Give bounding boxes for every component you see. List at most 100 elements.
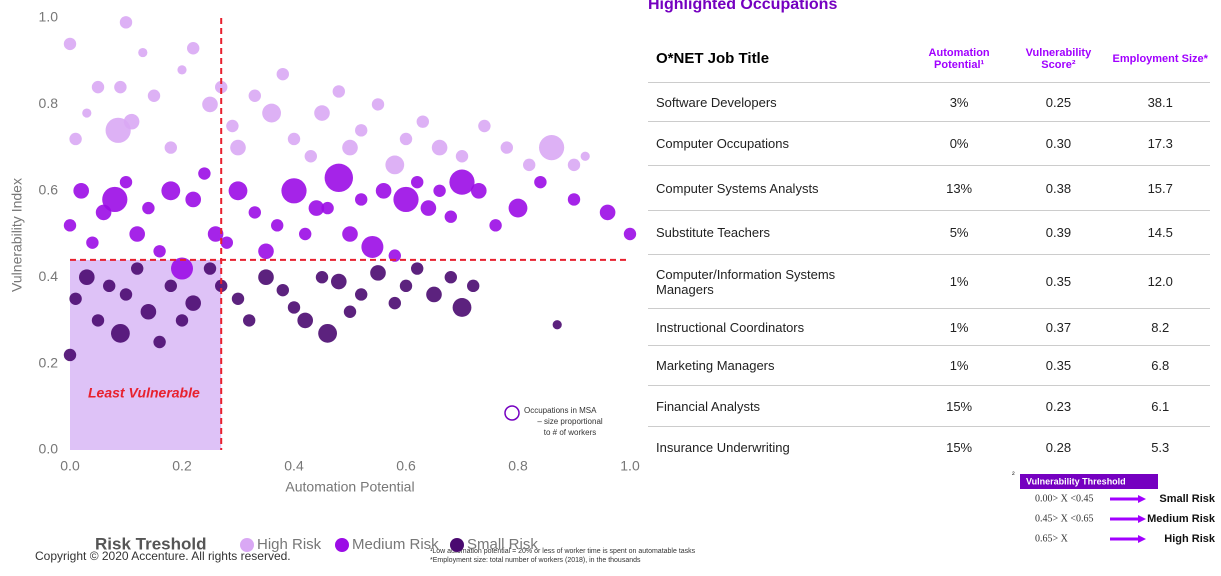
legend-label: High Risk (257, 536, 322, 553)
table-cell: 15% (911, 426, 1007, 469)
bubble (388, 249, 401, 262)
bubble (202, 96, 218, 113)
x-axis-label: Automation Potential (285, 479, 414, 495)
table-row: Computer/Information Systems Managers 1% 0… (648, 254, 1210, 309)
bubble (207, 226, 224, 242)
bubble (171, 257, 193, 280)
least-vulnerable-region (70, 259, 222, 450)
threshold-arrowhead (1138, 515, 1146, 523)
bubble (375, 183, 392, 199)
table-cell: 1% (911, 254, 1007, 309)
table-row: Computer Occupations 0% 0.30 17.3 (648, 121, 1210, 166)
table-cell: 1% (911, 345, 1007, 386)
x-tick-label: 0.6 (396, 458, 416, 474)
table-cell: 15.7 (1110, 165, 1210, 211)
table-cell: 6.1 (1110, 385, 1210, 427)
table-cell: 0.35 (1006, 345, 1111, 386)
x-tick-label: 0.2 (172, 458, 192, 474)
bubble (63, 348, 77, 362)
x-tick-label: 0.4 (284, 458, 304, 474)
bubble (343, 305, 357, 318)
bubble (271, 219, 284, 232)
bubble (444, 271, 457, 284)
annotation-text: to # of workers (544, 428, 596, 437)
bubble (86, 236, 99, 249)
bubble (228, 181, 248, 201)
bubble (411, 175, 424, 189)
threshold-label: High Risk (1164, 533, 1216, 545)
bubble (287, 132, 301, 146)
threshold-range: 0.45> X <0.65 (1035, 513, 1094, 524)
threshold-range: 0.65> X (1035, 533, 1069, 544)
bubble (449, 169, 475, 195)
table-row: Insurance Underwriting 15% 0.28 5.3 (648, 426, 1210, 469)
threshold-label: Medium Risk (1147, 513, 1216, 525)
bubble (138, 47, 148, 58)
x-tick-label: 0.8 (508, 458, 528, 474)
bubble (119, 175, 133, 189)
y-tick-label: 0.4 (39, 268, 59, 284)
bubble (226, 119, 239, 133)
bubble (276, 283, 289, 297)
table-cell: 12.0 (1110, 254, 1210, 309)
bubble (131, 262, 144, 275)
bubble (185, 191, 201, 208)
bubble (82, 108, 92, 118)
bubble (361, 235, 384, 258)
table-cell: 0.35 (1006, 254, 1111, 309)
bubble (433, 184, 446, 197)
bubble (304, 150, 317, 163)
bubble (258, 243, 274, 260)
copyright: Copyright © 2020 Accenture. All rights r… (35, 549, 291, 563)
threshold-range: 0.00> X <0.45 (1035, 493, 1094, 504)
bubble (164, 141, 177, 154)
bubble (198, 167, 211, 180)
region-label: Least Vulnerable (88, 385, 200, 401)
bubble (69, 132, 82, 146)
table-cell: Substitute Teachers (648, 210, 912, 255)
table-cell: 0.25 (1006, 82, 1111, 122)
bubble (161, 181, 181, 201)
table-cell: 0.30 (1006, 121, 1111, 166)
bubble (203, 262, 217, 275)
legend-swatch (450, 538, 464, 552)
bubble (248, 89, 261, 102)
bubble (552, 320, 562, 330)
bubble (455, 150, 469, 163)
bubble (185, 295, 201, 311)
table-cell: 0.39 (1006, 210, 1111, 255)
bubble (262, 103, 281, 123)
bubble (164, 279, 177, 293)
bubble (153, 335, 166, 349)
table-cell: Computer Systems Analysts (648, 165, 912, 211)
y-tick-label: 1.0 (39, 9, 59, 25)
bubble (276, 67, 289, 81)
bubble (393, 186, 419, 213)
threshold-arrowhead (1138, 535, 1146, 543)
bubble (175, 314, 189, 327)
legend-swatch (335, 538, 349, 552)
bubble (399, 279, 413, 293)
bubble (119, 16, 133, 29)
bubble (119, 288, 133, 301)
bubble (500, 141, 513, 154)
table-cell: 0.37 (1006, 308, 1111, 346)
threshold-label: Small Risk (1159, 493, 1216, 505)
table-cell: 6.8 (1110, 345, 1210, 386)
table-cell: 0.28 (1006, 426, 1111, 469)
bubble (324, 163, 353, 193)
bubble (315, 271, 329, 284)
column-header: Vulnerability Score² (1025, 46, 1092, 71)
threshold-arrowhead (1138, 495, 1146, 503)
bubble (248, 206, 261, 219)
bubble (142, 201, 155, 215)
bubble (147, 89, 161, 102)
table-row: Instructional Coordinators 1% 0.37 8.2 (648, 308, 1210, 346)
bubble (355, 288, 368, 301)
bubble (91, 80, 105, 94)
table-cell: 13% (911, 165, 1007, 211)
bubble (370, 265, 386, 281)
bubble (114, 80, 127, 94)
annotation-marker (504, 405, 520, 421)
